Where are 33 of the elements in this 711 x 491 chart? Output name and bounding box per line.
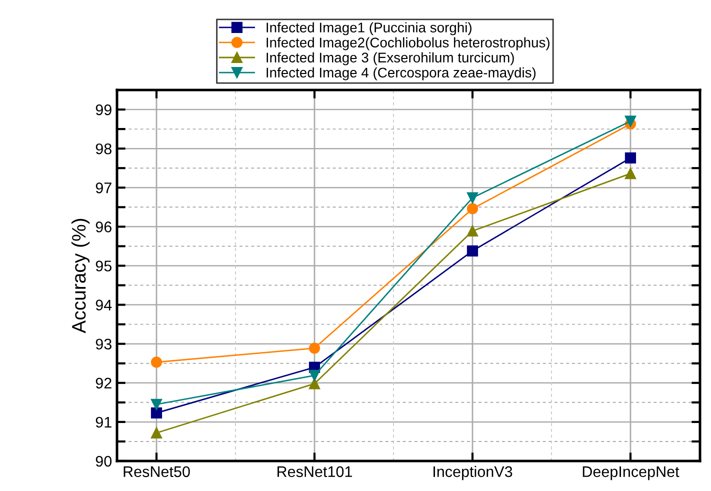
legend-label: Infected Image2(Cochliobolus heterostrophus) xyxy=(266,37,550,50)
point xyxy=(624,168,636,180)
y-tick-label: 93 xyxy=(96,338,112,350)
y-tick-label: 91 xyxy=(96,416,112,428)
y-tick-label: 99 xyxy=(96,104,112,116)
y-tick-label: 94 xyxy=(96,300,112,310)
x-tick-label: InceptionV3 xyxy=(434,466,512,480)
point xyxy=(466,203,478,214)
point xyxy=(308,370,320,382)
y-tick-label: 95 xyxy=(96,260,112,272)
x-tick-label: ResNet50 xyxy=(124,466,190,478)
legend-label: Infected Image1 (Puccinia sorghi) xyxy=(266,22,472,36)
x-tick-label: ResNet101 xyxy=(278,466,352,478)
y-tick-label: 90 xyxy=(96,456,112,467)
y-tick-label: 96 xyxy=(96,222,112,232)
y-axis-title: Accuracy (%) xyxy=(71,218,90,334)
legend-label: Infected Image 3 (Exserohilum turcicum) xyxy=(266,52,514,66)
x-tick-label: DeepIncepNet xyxy=(582,466,680,480)
point xyxy=(150,407,162,419)
y-tick-label: 92 xyxy=(96,378,112,389)
point xyxy=(466,192,478,204)
point xyxy=(308,342,320,354)
point xyxy=(466,245,478,256)
y-tick-label: 98 xyxy=(96,143,112,154)
point xyxy=(308,378,320,390)
y-tick-label: 97 xyxy=(96,182,112,194)
point xyxy=(624,152,636,164)
point xyxy=(624,116,636,127)
legend-label: Infected Image 4 (Cercospora zeae-maydis) xyxy=(266,67,536,80)
point xyxy=(150,398,162,410)
point xyxy=(150,356,162,368)
point xyxy=(466,225,478,237)
point xyxy=(150,427,162,438)
